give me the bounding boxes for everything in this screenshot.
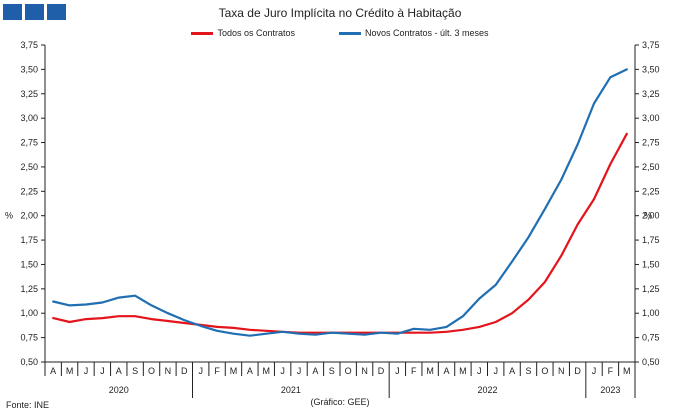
y-tick-label-left: 1,25 bbox=[20, 284, 38, 294]
x-tick-label: A bbox=[247, 366, 253, 376]
y-tick-label-left: 1,00 bbox=[20, 308, 38, 318]
x-axis: A M J J A S O N D J F M A M J J A S O N D J F M A M J J A S O N D J F M2020… bbox=[44, 361, 636, 398]
x-tick-label: M bbox=[459, 366, 467, 376]
y-tick-label-right: 3,75 bbox=[642, 40, 660, 50]
x-tick-label: A bbox=[116, 366, 122, 376]
x-tick-label: A bbox=[50, 366, 56, 376]
y-tick-label-left: 0,50 bbox=[20, 357, 38, 367]
x-tick-label: J bbox=[297, 366, 302, 376]
x-tick-label: J bbox=[100, 366, 105, 376]
x-tick-label: N bbox=[558, 366, 565, 376]
x-tick-label: S bbox=[329, 366, 335, 376]
x-tick-label: J bbox=[198, 366, 203, 376]
x-tick-label: N bbox=[165, 366, 172, 376]
x-tick-label: J bbox=[395, 366, 400, 376]
legend: Todos os Contratos Novos Contratos - últ… bbox=[0, 28, 680, 38]
y-tick-label-left: 3,50 bbox=[20, 64, 38, 74]
year-label: 2020 bbox=[109, 385, 129, 395]
x-tick-label: A bbox=[312, 366, 318, 376]
x-tick-label: M bbox=[263, 366, 271, 376]
year-label: 2021 bbox=[281, 385, 301, 395]
y-tick-label-right: 2,50 bbox=[642, 162, 660, 172]
y-tick-label-left: 0,75 bbox=[20, 333, 38, 343]
legend-label-novos: Novos Contratos - últ. 3 meses bbox=[364, 28, 489, 38]
legend-swatch-todos bbox=[191, 31, 214, 35]
x-tick-label: J bbox=[493, 366, 498, 376]
x-tick-label: M bbox=[66, 366, 74, 376]
series-line-todos-os-contratos bbox=[52, 132, 628, 334]
logo bbox=[3, 4, 66, 20]
x-tick-label: J bbox=[280, 366, 285, 376]
x-tick-label: A bbox=[509, 366, 515, 376]
y-axis-left: 0,50 0,75 1,00 1,25 1,50 1,75 2,00 2,25 2,50 2,75… bbox=[5, 40, 46, 367]
year-label: 2022 bbox=[477, 385, 497, 395]
y-tick-label-left: 1,50 bbox=[20, 259, 38, 269]
x-tick-label: O bbox=[148, 366, 155, 376]
legend-item-novos: Novos Contratos - últ. 3 meses bbox=[338, 28, 489, 38]
y-tick-label-left: 1,75 bbox=[20, 235, 38, 245]
x-tick-label: F bbox=[411, 366, 417, 376]
y-axis-unit-left: % bbox=[5, 211, 13, 221]
y-axis-right: 0,50 0,75 1,00 1,25 1,50 1,75 2,00 2,25 2,50 2,75… bbox=[634, 40, 660, 367]
y-tick-label-left: 2,25 bbox=[20, 186, 38, 196]
y-axis-unit-right: % bbox=[644, 211, 652, 221]
y-tick-label-right: 3,50 bbox=[642, 64, 660, 74]
y-tick-label-left: 3,00 bbox=[20, 113, 38, 123]
x-tick-label: F bbox=[608, 366, 614, 376]
y-tick-label-right: 0,75 bbox=[642, 333, 660, 343]
logo-square bbox=[3, 4, 22, 20]
y-tick-label-right: 1,00 bbox=[642, 308, 660, 318]
x-tick-label: F bbox=[214, 366, 220, 376]
x-tick-label: S bbox=[525, 366, 531, 376]
y-tick-label-left: 3,25 bbox=[20, 89, 38, 99]
y-tick-label-left: 2,75 bbox=[20, 138, 38, 148]
y-tick-label-left: 2,50 bbox=[20, 162, 38, 172]
credit-note: (Gráfico: GEE) bbox=[310, 397, 370, 407]
x-tick-label: J bbox=[84, 366, 89, 376]
x-tick-label: S bbox=[132, 366, 138, 376]
series-line-novos-contratos bbox=[52, 68, 628, 337]
legend-label-todos: Todos os Contratos bbox=[217, 28, 295, 38]
year-label: 2023 bbox=[600, 385, 620, 395]
x-tick-label: M bbox=[623, 366, 631, 376]
y-tick-label-left: 2,00 bbox=[20, 211, 38, 221]
legend-item-todos: Todos os Contratos bbox=[191, 28, 295, 38]
x-tick-label: J bbox=[592, 366, 597, 376]
y-tick-label-right: 2,25 bbox=[642, 186, 660, 196]
x-tick-label: A bbox=[444, 366, 450, 376]
y-tick-label-right: 1,25 bbox=[642, 284, 660, 294]
y-tick-label-right: 0,50 bbox=[642, 357, 660, 367]
y-tick-label-right: 3,00 bbox=[642, 113, 660, 123]
y-tick-label-right: 2,00 bbox=[642, 211, 660, 221]
legend-swatch-novos bbox=[338, 31, 361, 35]
source-note: Fonte: INE bbox=[6, 400, 50, 410]
series-lines bbox=[52, 68, 628, 337]
y-tick-label-right: 1,75 bbox=[642, 235, 660, 245]
chart-title: Taxa de Juro Implícita no Crédito à Habi… bbox=[218, 6, 462, 20]
y-tick-label-right: 3,25 bbox=[642, 89, 660, 99]
x-tick-label: O bbox=[541, 366, 548, 376]
logo-square bbox=[47, 4, 66, 20]
logo-square bbox=[25, 4, 44, 20]
y-tick-label-right: 1,50 bbox=[642, 259, 660, 269]
x-tick-label: M bbox=[230, 366, 238, 376]
x-tick-label: D bbox=[181, 366, 188, 376]
x-tick-label: M bbox=[426, 366, 434, 376]
x-tick-label: D bbox=[378, 366, 385, 376]
y-tick-label-left: 3,75 bbox=[20, 40, 38, 50]
x-tick-label: N bbox=[361, 366, 368, 376]
x-tick-label: O bbox=[345, 366, 352, 376]
y-tick-label-right: 2,75 bbox=[642, 138, 660, 148]
x-tick-label: J bbox=[477, 366, 482, 376]
x-tick-label: D bbox=[574, 366, 581, 376]
